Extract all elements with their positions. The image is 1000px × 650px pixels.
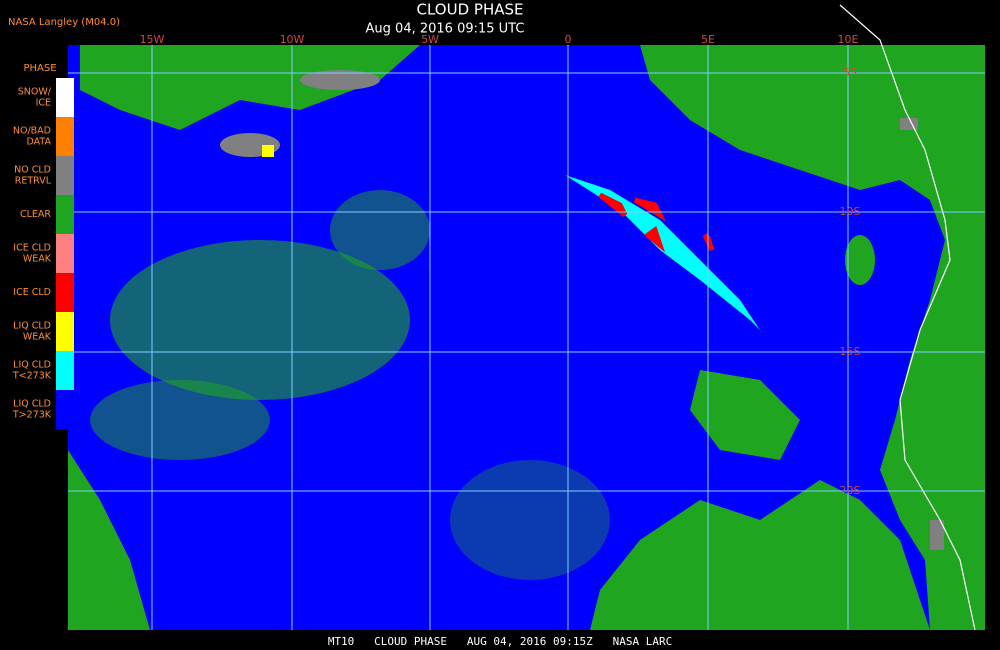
footer: MT10 CLOUD PHASE AUG 04, 2016 09:15Z NAS… xyxy=(328,635,672,648)
legend-label: DATA xyxy=(27,137,52,148)
legend-swatch xyxy=(56,195,74,234)
legend-label: WEAK xyxy=(23,254,52,265)
legend-label: WEAK xyxy=(23,332,52,343)
subtitle: Aug 04, 2016 09:15 UTC xyxy=(366,22,525,37)
legend-swatch xyxy=(56,390,74,429)
legend-label: ICE CLD xyxy=(13,287,51,298)
latitude-label: 10S xyxy=(840,205,861,218)
land-and-clear xyxy=(68,45,985,630)
coastline xyxy=(839,4,976,631)
source: NASA Langley (M04.0) xyxy=(8,17,120,28)
legend-label: LIQ CLD xyxy=(13,399,51,410)
cloud-streaks xyxy=(262,145,760,330)
no-retrieval xyxy=(220,70,944,550)
legend-label: LIQ CLD xyxy=(13,321,51,332)
longitude-label: 0 xyxy=(565,33,572,46)
legend-swatch xyxy=(56,312,74,351)
legend-label: ICE CLD xyxy=(13,243,51,254)
legend-swatch xyxy=(56,234,74,273)
legend-label: T>273K xyxy=(12,410,52,421)
longitude-label: 10W xyxy=(280,33,305,46)
legend-swatch xyxy=(56,273,74,312)
title: CLOUD PHASE xyxy=(417,1,524,19)
latitude-label: 20S xyxy=(840,484,861,497)
legend-label: SNOW/ xyxy=(18,87,52,98)
legend-label: NO/BAD xyxy=(13,126,51,137)
legend-swatch xyxy=(56,117,74,156)
legend-label: RETRVL xyxy=(15,176,52,187)
legend-label: T<273K xyxy=(12,371,52,382)
legend-title: PHASE xyxy=(23,63,56,74)
latitude-label: 15S xyxy=(840,345,861,358)
legend-label: ICE xyxy=(36,98,51,109)
latitude-label: 5S xyxy=(843,66,857,79)
longitude-label: 5E xyxy=(701,33,715,46)
longitude-label: 15W xyxy=(140,33,165,46)
legend-swatch xyxy=(56,78,74,117)
legend-swatch xyxy=(56,351,74,390)
longitude-label: 10E xyxy=(838,33,859,46)
graticule xyxy=(68,45,985,630)
legend-label: CLEAR xyxy=(20,209,51,220)
legend-label: NO CLD xyxy=(14,165,51,176)
legend-swatch xyxy=(56,156,74,195)
longitude-label: 5W xyxy=(421,33,439,46)
legend-label: LIQ CLD xyxy=(13,360,51,371)
